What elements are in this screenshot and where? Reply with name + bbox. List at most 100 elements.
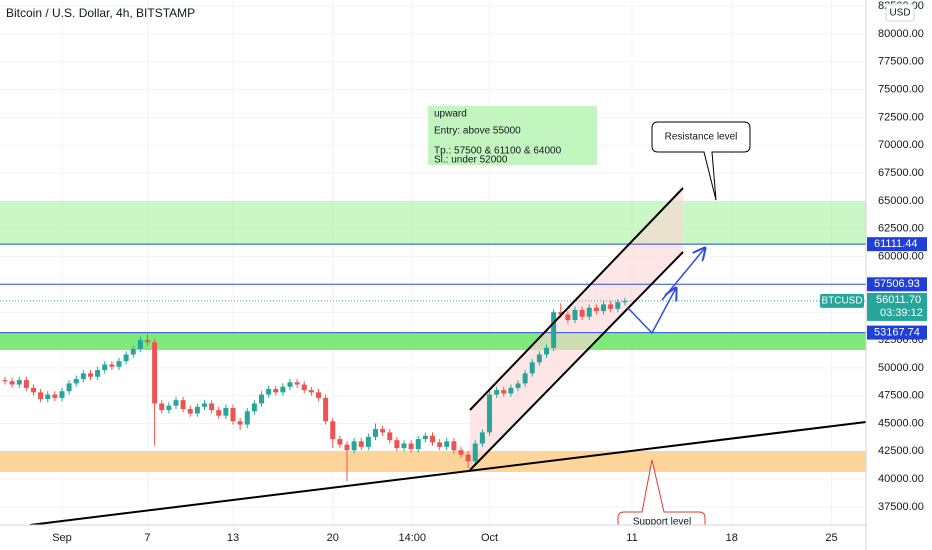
candle-body bbox=[522, 373, 528, 384]
candle-body bbox=[202, 403, 207, 407]
currency: USD bbox=[889, 8, 910, 19]
candle-body bbox=[137, 340, 143, 349]
candle-body bbox=[280, 386, 286, 393]
candle-body bbox=[373, 429, 378, 437]
y-tick-label: 65000.00 bbox=[878, 195, 924, 207]
candle-body bbox=[544, 347, 549, 355]
x-tick-label: Oct bbox=[481, 532, 498, 544]
candle-body bbox=[316, 392, 321, 398]
candle-body bbox=[9, 381, 15, 385]
price-axis bbox=[866, 0, 932, 550]
currency-badge[interactable] bbox=[885, 3, 915, 22]
channel-lower bbox=[469, 251, 684, 471]
candle-body bbox=[294, 382, 300, 385]
candle-body bbox=[608, 304, 614, 309]
candle-body bbox=[565, 314, 571, 320]
y-tick-label: 80000.00 bbox=[878, 28, 924, 40]
levels bbox=[0, 243, 866, 334]
level-label: 61111.44 bbox=[874, 238, 917, 250]
candle-body bbox=[301, 384, 307, 391]
chart-title: Bitcoin / U.S. Dollar, 4h, BITSTAMP bbox=[6, 6, 195, 20]
x-tick-label: 7 bbox=[144, 532, 150, 544]
candle-body bbox=[536, 354, 542, 363]
candle-body bbox=[251, 403, 257, 412]
candles bbox=[2, 297, 628, 482]
countdown: 03:39:12 bbox=[880, 307, 923, 319]
candle-body bbox=[380, 429, 386, 433]
candle-body bbox=[144, 340, 150, 343]
candle-body bbox=[593, 307, 599, 312]
note-line: upward bbox=[434, 109, 467, 120]
arrow-target-1 bbox=[627, 288, 676, 335]
y-tick-label: 40000.00 bbox=[878, 473, 924, 485]
candle-body bbox=[194, 406, 200, 414]
candle-body bbox=[102, 364, 108, 371]
x-tick-label: 25 bbox=[825, 532, 837, 544]
candle-body bbox=[472, 443, 478, 462]
support-callout bbox=[617, 459, 706, 525]
candle-body bbox=[558, 312, 564, 315]
candle-body bbox=[266, 388, 272, 395]
candle-body bbox=[487, 394, 492, 433]
arrow-target-2 bbox=[661, 248, 705, 301]
candle-body bbox=[109, 364, 115, 367]
last-price-badge bbox=[867, 292, 927, 321]
candle-body bbox=[166, 405, 172, 411]
candle-body bbox=[451, 441, 457, 451]
level-badge bbox=[867, 237, 927, 252]
note-line: Entry: above 55000 bbox=[434, 126, 521, 137]
candle-body bbox=[358, 441, 364, 447]
candle-body bbox=[365, 436, 371, 447]
level-label: 53167.74 bbox=[874, 326, 920, 338]
x-tick-label: 20 bbox=[327, 532, 339, 544]
x-tick-label: 11 bbox=[626, 532, 637, 544]
channel-fill bbox=[470, 188, 683, 470]
channel-upper bbox=[469, 187, 684, 411]
level-badge bbox=[867, 325, 927, 340]
resistance-label: Resistance level bbox=[665, 132, 738, 143]
candle-body bbox=[30, 387, 36, 393]
y-tick-label: 60000.00 bbox=[878, 250, 924, 262]
candle-body bbox=[273, 388, 279, 393]
candle-body bbox=[394, 440, 400, 448]
candle-body bbox=[216, 410, 222, 416]
y-tick-label: 42500.00 bbox=[878, 445, 924, 457]
candle-body bbox=[173, 400, 179, 406]
candle-body bbox=[330, 421, 336, 440]
candle-body bbox=[87, 373, 93, 377]
y-tick-label: 72500.00 bbox=[878, 111, 924, 123]
resistance-callout bbox=[651, 121, 751, 201]
drawings bbox=[0, 188, 866, 472]
candle-body bbox=[408, 443, 414, 450]
y-tick-label: 50000.00 bbox=[878, 362, 924, 374]
candle-body bbox=[579, 309, 585, 317]
support-label: Support level bbox=[633, 517, 691, 528]
resistance-zone bbox=[0, 201, 866, 245]
axes: 37500.00 40000.00 42500.00 45000.00 47500.00… bbox=[52, 0, 927, 544]
candle-body bbox=[123, 354, 129, 362]
x-tick-label: 18 bbox=[726, 532, 738, 544]
y-tick-label: 67500.00 bbox=[878, 167, 924, 179]
support-zone-green bbox=[0, 333, 866, 350]
candle-body bbox=[230, 407, 236, 422]
candle-body bbox=[479, 432, 485, 444]
candle-body bbox=[529, 362, 535, 374]
candle-body bbox=[244, 411, 250, 425]
candle-body bbox=[615, 302, 621, 309]
candle-body bbox=[508, 387, 514, 394]
candle-body bbox=[465, 454, 471, 462]
y-tick-label: 75000.00 bbox=[878, 84, 924, 96]
candle-body bbox=[444, 441, 450, 447]
candle-body bbox=[401, 443, 407, 448]
x-tick-label: 14:00 bbox=[398, 532, 426, 544]
note-box bbox=[428, 106, 597, 165]
candle-body bbox=[287, 382, 293, 387]
candle-body bbox=[80, 373, 86, 379]
candle-body bbox=[152, 342, 158, 404]
candle-body bbox=[116, 361, 122, 367]
last-price-label: 56011.70 bbox=[876, 294, 921, 306]
y-tick-label: 47500.00 bbox=[878, 390, 924, 402]
time-axis bbox=[0, 525, 932, 550]
symbol: BTCUSD bbox=[821, 296, 862, 307]
